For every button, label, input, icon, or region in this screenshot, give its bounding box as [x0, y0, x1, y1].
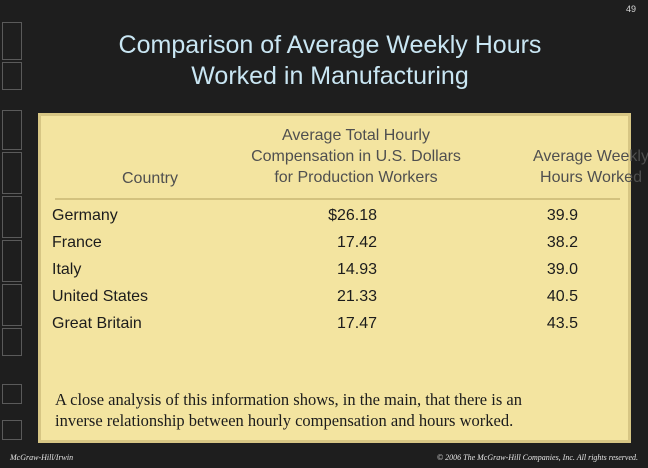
header-hours-line: Hours Worked [540, 169, 642, 186]
cell-country: United States [52, 288, 149, 305]
left-decor-strip [0, 0, 26, 468]
analysis-note: A close analysis of this information sho… [55, 389, 630, 431]
cell-hours: 38.2 [546, 234, 578, 251]
decor-box [2, 384, 22, 404]
title-line-1: Comparison of Average Weekly Hours [118, 31, 542, 59]
note-line-2: inverse relationship between hourly comp… [55, 411, 514, 430]
content-panel-inner: Country Average Total Hourly Compensatio… [41, 116, 648, 440]
cell-compensation: 21.33 [336, 288, 377, 305]
title-line-2: Worked in Manufacturing [191, 62, 469, 90]
decor-box [2, 240, 22, 282]
header-country: Country [121, 170, 179, 187]
cell-hours: 40.5 [546, 288, 578, 305]
decor-box [2, 328, 22, 356]
footer-copyright: © 2006 The McGraw-Hill Companies, Inc. A… [437, 453, 638, 462]
slide-title: Comparison of Average Weekly Hours Worke… [40, 30, 620, 92]
content-panel: Country Average Total Hourly Compensatio… [38, 113, 648, 443]
cell-compensation: 14.93 [336, 261, 377, 278]
decor-box [2, 196, 22, 238]
header-compensation-line: Compensation in U.S. Dollars [251, 148, 461, 165]
footer-publisher: McGraw-Hill/Irwin [10, 453, 74, 462]
cell-compensation: 17.47 [336, 315, 377, 332]
cell-country: Italy [52, 261, 82, 278]
header-compensation-line: for Production Workers [274, 169, 438, 186]
cell-country: Great Britain [52, 315, 142, 332]
page-number: 49 [625, 4, 636, 14]
table-row: Great Britain 17.47 43.5 [41, 315, 628, 342]
decor-box [2, 22, 22, 60]
decor-box [2, 284, 22, 326]
header-compensation: Average Total Hourly Compensation in U.S… [226, 125, 486, 188]
header-compensation-line: Average Total Hourly [282, 127, 430, 144]
note-line-1: A close analysis of this information sho… [55, 390, 522, 409]
cell-country: France [52, 234, 102, 251]
decor-box [2, 110, 22, 150]
table-row: Germany $26.18 39.9 [41, 207, 628, 234]
cell-hours: 39.9 [546, 207, 578, 224]
cell-hours: 43.5 [546, 315, 578, 332]
cell-compensation: $26.18 [328, 207, 377, 224]
table-row: United States 21.33 40.5 [41, 288, 628, 315]
decor-box [2, 420, 22, 440]
header-hours-line: Average Weekly [533, 148, 648, 165]
cell-hours: 39.0 [546, 261, 578, 278]
table-row: Italy 14.93 39.0 [41, 261, 628, 288]
table-row: France 17.42 38.2 [41, 234, 628, 261]
header-divider [55, 198, 620, 200]
cell-country: Germany [52, 207, 118, 224]
header-hours: Average Weekly Hours Worked [516, 146, 648, 188]
cell-compensation: 17.42 [336, 234, 377, 251]
decor-box [2, 152, 22, 194]
decor-box [2, 62, 22, 90]
